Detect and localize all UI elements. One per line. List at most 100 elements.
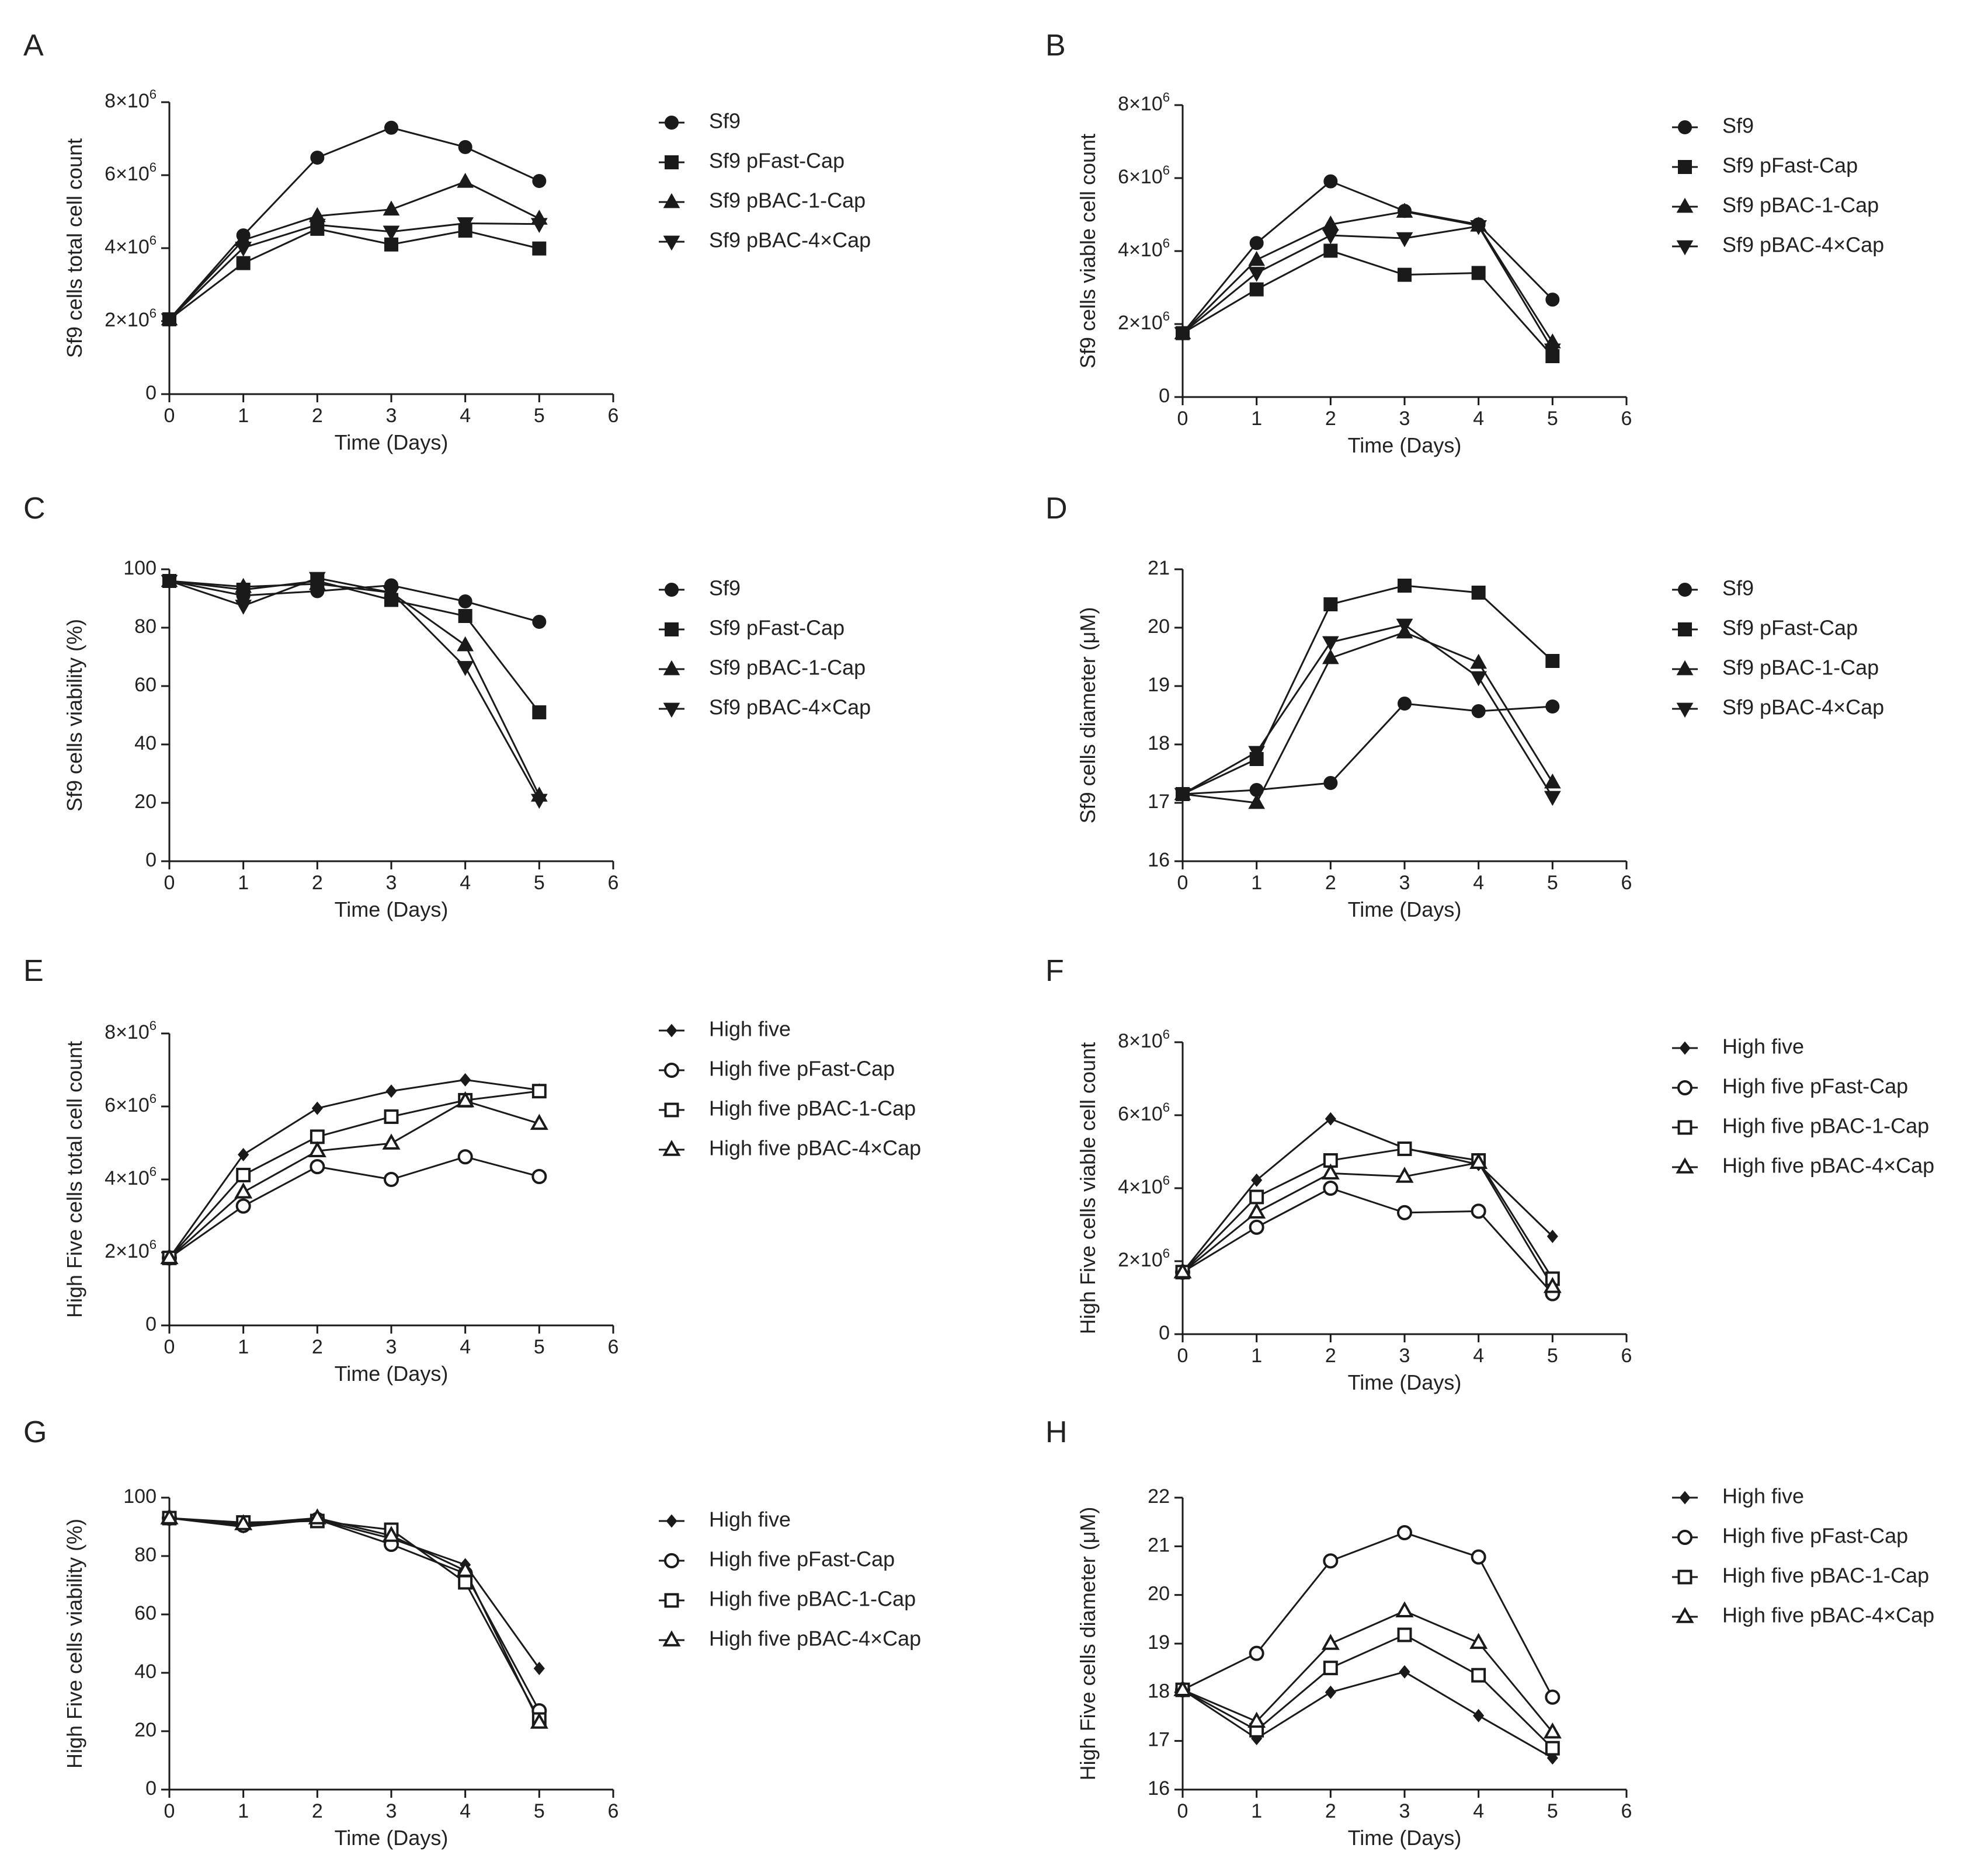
data-point (1545, 699, 1560, 713)
panel-letter: H (1045, 1415, 1068, 1449)
x-axis-label: Time (Days) (335, 430, 449, 454)
legend-label: Sf9 pBAC-1-Cap (1722, 656, 1879, 680)
x-tick-label: 1 (1251, 408, 1262, 430)
data-point (160, 1508, 179, 1525)
data-point (1323, 1661, 1338, 1676)
legend-label: Sf9 pBAC-4×Cap (1722, 695, 1884, 719)
data-point (457, 636, 474, 652)
data-point (458, 140, 472, 154)
x-tick-label: 4 (1473, 1345, 1484, 1367)
series-line-2 (1182, 631, 1553, 804)
legend-label: High five pBAC-4×Cap (709, 1136, 921, 1160)
data-point (456, 1091, 475, 1108)
data-point (1323, 1553, 1339, 1569)
data-point (1247, 1711, 1266, 1728)
x-tick-label: 4 (1473, 1800, 1484, 1822)
legend-label: Sf9 pFast-Cap (709, 616, 844, 640)
data-point (1545, 1689, 1561, 1705)
legend-label: High five (709, 1508, 791, 1532)
panel-letter: B (1045, 29, 1066, 62)
data-point (457, 1149, 473, 1165)
data-point (458, 594, 472, 608)
x-tick-label: 1 (1251, 872, 1262, 894)
series-line-0 (168, 127, 540, 320)
data-point (236, 256, 251, 270)
legend-marker (1676, 240, 1694, 256)
data-point (1248, 746, 1266, 761)
panel-f: F 0 2×106 4×106 6×106 8×106 0 1 2 3 4 5 6 Time (Days)… (1045, 954, 1934, 1394)
data-point (1544, 791, 1561, 806)
data-point (1173, 1262, 1192, 1279)
legend-label: High five (1722, 1484, 1804, 1508)
data-point (1248, 793, 1266, 809)
x-tick-label: 5 (1547, 408, 1558, 430)
x-tick-label: 0 (1177, 1800, 1188, 1822)
x-tick-label: 5 (534, 1800, 545, 1822)
data-point (310, 151, 325, 165)
series-line-0 (1182, 1670, 1553, 1759)
legend-marker (1677, 1080, 1692, 1095)
y-tick-label: 80 (134, 1544, 157, 1566)
data-point (1397, 1627, 1412, 1642)
legend-marker (1676, 702, 1694, 718)
x-axis-label: Time (Days) (1348, 433, 1462, 457)
y-tick-label: 0 (145, 382, 157, 404)
data-point (1473, 1708, 1485, 1722)
data-point (1323, 597, 1338, 611)
series-line-0 (1181, 180, 1553, 334)
data-point (533, 1662, 545, 1675)
data-point (1471, 586, 1486, 600)
legend-label: Sf9 (1722, 114, 1754, 138)
y-tick-label: 20 (134, 1719, 157, 1741)
data-point (1248, 267, 1266, 282)
y-tick-label: 6×106 (105, 1091, 157, 1116)
y-tick-label: 18 (1148, 732, 1170, 754)
x-tick-label: 5 (1547, 1800, 1558, 1822)
legend-label: Sf9 (709, 109, 741, 133)
data-point (1397, 1525, 1412, 1540)
y-tick-label: 21 (1148, 1534, 1170, 1556)
data-point (1323, 1181, 1339, 1196)
x-tick-label: 5 (534, 1336, 545, 1358)
y-tick-label: 6×106 (105, 160, 157, 185)
data-point (383, 586, 400, 602)
x-tick-label: 2 (312, 1336, 323, 1358)
data-point (161, 575, 178, 590)
y-tick-label: 20 (134, 791, 157, 813)
data-point (1545, 293, 1560, 307)
x-tick-label: 5 (1547, 1345, 1558, 1367)
legend-marker (1677, 1569, 1692, 1585)
y-tick-label: 2×106 (1118, 309, 1170, 334)
x-axis-label: Time (Days) (335, 1362, 449, 1386)
y-tick-label: 21 (1148, 557, 1170, 579)
series-line-0 (169, 1517, 540, 1669)
legend-marker (1677, 1530, 1692, 1545)
data-point (1470, 671, 1488, 687)
data-point (310, 1159, 325, 1175)
data-point (1396, 232, 1413, 248)
x-tick-label: 2 (1325, 1800, 1336, 1822)
y-tick-label: 6×106 (1118, 163, 1170, 188)
legend-label: Sf9 pBAC-4×Cap (709, 695, 871, 719)
y-tick-label: 4×106 (105, 1164, 157, 1189)
x-tick-label: 3 (1399, 872, 1410, 894)
data-point (384, 120, 398, 135)
y-axis-label: High Five cells total cell count (62, 1041, 86, 1318)
x-tick-label: 0 (1177, 872, 1188, 894)
y-axis-label: Sf9 cells total cell count (62, 138, 86, 358)
data-point (384, 1109, 399, 1124)
y-axis-label: Sf9 cells viable cell count (1076, 134, 1100, 368)
legend-label: High five pFast-Cap (709, 1547, 895, 1571)
legend-label: High five pBAC-4×Cap (1722, 1603, 1934, 1627)
data-point (1249, 236, 1264, 250)
x-tick-label: 6 (608, 405, 619, 427)
x-tick-label: 1 (238, 1336, 249, 1358)
data-point (1543, 1722, 1562, 1739)
x-tick-label: 3 (1399, 1345, 1410, 1367)
data-point (1321, 1163, 1340, 1180)
series-line-2 (1182, 1634, 1553, 1749)
data-point (460, 1073, 471, 1087)
y-tick-label: 17 (1148, 791, 1170, 813)
data-point (1470, 653, 1488, 669)
y-tick-label: 60 (134, 1602, 157, 1624)
